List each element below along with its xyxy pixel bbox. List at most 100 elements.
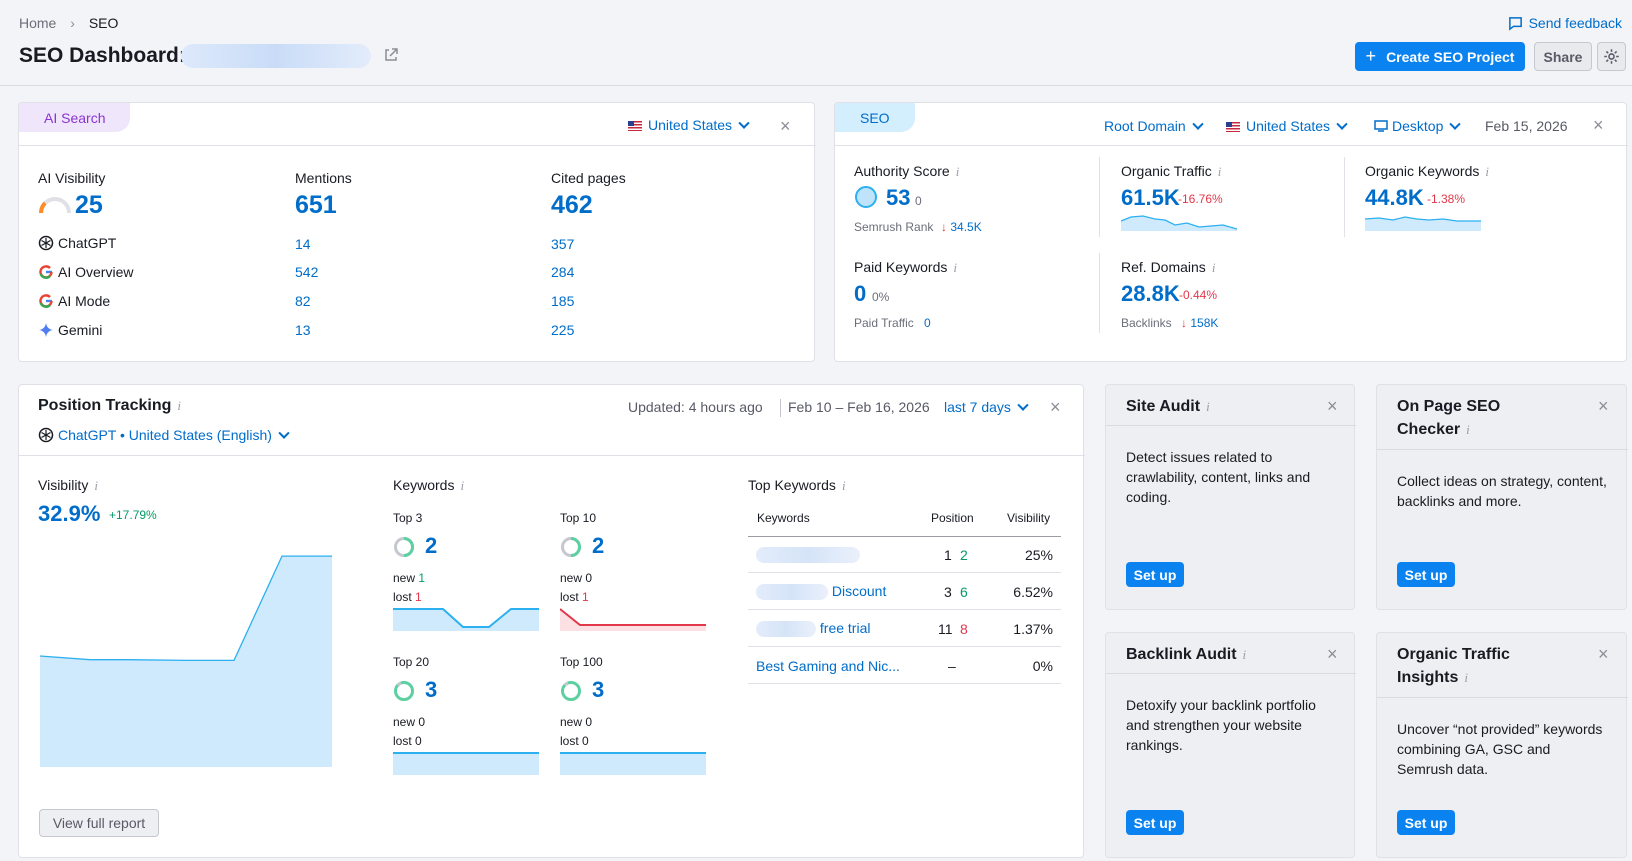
country-selector[interactable]: United States — [628, 117, 750, 133]
paid-keywords-delta: 0% — [872, 290, 890, 304]
country-selector[interactable]: United States — [1226, 118, 1348, 134]
organic-traffic-value[interactable]: 61.5K — [1121, 185, 1180, 210]
top20-lost: lost 0 — [393, 734, 422, 748]
top100-sparkline — [560, 752, 706, 775]
tab-ai-search[interactable]: AI Search — [19, 103, 131, 132]
info-icon[interactable]: i — [1206, 399, 1210, 414]
ai-row-cited[interactable]: 357 — [551, 236, 575, 252]
authority-score-value[interactable]: 53 — [886, 185, 911, 210]
divider — [1344, 157, 1345, 237]
keyword-visibility: 6.52% — [1013, 584, 1053, 600]
top20-value[interactable]: 3 — [425, 677, 438, 702]
close-icon[interactable]: × — [1327, 396, 1338, 416]
period-selector[interactable]: last 7 days — [944, 399, 1029, 415]
keyword-link[interactable]: free trial — [819, 620, 871, 636]
breadcrumb-home[interactable]: Home — [19, 15, 57, 31]
close-icon[interactable]: × — [780, 116, 791, 136]
visibility-value[interactable]: 32.9% — [38, 501, 101, 526]
top20-new: new 0 — [393, 715, 426, 729]
top10-value[interactable]: 2 — [592, 533, 605, 558]
ai-row-mentions[interactable]: 82 — [295, 293, 311, 309]
table-row[interactable]: free trial 11 8 1.37% — [748, 611, 1061, 647]
breadcrumb: Home › SEO — [19, 15, 118, 31]
close-icon[interactable]: × — [1598, 396, 1609, 416]
col-position[interactable]: Position — [931, 511, 974, 525]
ai-row-mentions[interactable]: 14 — [295, 236, 311, 252]
chevron-down-icon — [1192, 118, 1204, 130]
external-link-icon[interactable] — [383, 47, 399, 63]
set-up-button[interactable]: Set up — [1397, 810, 1455, 835]
mentions-value[interactable]: 651 — [295, 191, 337, 219]
close-icon[interactable]: × — [1050, 397, 1061, 417]
cited-pages-value[interactable]: 462 — [551, 191, 593, 219]
paid-keywords-value[interactable]: 0 — [854, 281, 867, 306]
info-icon[interactable]: i — [955, 164, 960, 179]
ai-row-cited[interactable]: 284 — [551, 264, 575, 280]
ref-domains-value[interactable]: 28.8K — [1121, 281, 1180, 306]
organic-keywords-value[interactable]: 44.8K — [1365, 185, 1424, 210]
info-icon[interactable]: i — [1211, 260, 1216, 275]
info-icon[interactable]: i — [841, 478, 846, 493]
close-icon[interactable]: × — [1598, 644, 1609, 664]
info-icon[interactable]: i — [1242, 647, 1247, 662]
keyword-redacted — [756, 547, 860, 564]
device-selector[interactable]: Desktop — [1374, 118, 1462, 134]
col-visibility[interactable]: Visibility — [1007, 511, 1051, 525]
info-icon[interactable]: i — [177, 398, 181, 413]
ai-row-mentions[interactable]: 542 — [295, 264, 319, 280]
ai-row-cited[interactable]: 225 — [551, 322, 575, 338]
col-keywords[interactable]: Keywords — [757, 511, 810, 525]
create-seo-project-button[interactable]: + Create SEO Project — [1355, 42, 1525, 71]
chevron-down-icon — [738, 117, 750, 129]
settings-button[interactable] — [1597, 42, 1626, 71]
top100-value[interactable]: 3 — [592, 677, 605, 702]
country-label: United States — [648, 117, 733, 133]
top3-value[interactable]: 2 — [425, 533, 438, 558]
top10-new: new 0 — [560, 571, 593, 585]
updated-text: Updated: 4 hours ago — [628, 399, 763, 415]
paid-traffic-value[interactable]: 0 — [924, 316, 931, 330]
set-up-button[interactable]: Set up — [1126, 562, 1184, 587]
table-row[interactable]: Discount 3 6 6.52% — [748, 574, 1061, 610]
keyword-link[interactable]: Discount — [831, 583, 887, 599]
share-button[interactable]: Share — [1534, 42, 1592, 71]
root-domain-selector[interactable]: Root Domain — [1104, 118, 1204, 134]
mentions-label: Mentions — [295, 170, 352, 186]
send-feedback-link[interactable]: Send feedback — [1508, 15, 1622, 31]
divider — [1377, 697, 1628, 698]
visibility-line — [40, 555, 332, 662]
visibility-label: Visibility i — [38, 477, 98, 493]
close-icon[interactable]: × — [1593, 115, 1604, 135]
top20-sparkline — [393, 752, 539, 775]
chevron-down-icon — [1017, 399, 1029, 411]
info-icon[interactable]: i — [1464, 670, 1468, 685]
keyword-link[interactable]: Best Gaming and Nic... — [756, 658, 900, 674]
info-icon[interactable]: i — [460, 478, 465, 493]
tab-seo[interactable]: SEO — [835, 103, 915, 132]
info-icon[interactable]: i — [953, 260, 958, 275]
organic-keywords-label: Organic Keywords i — [1365, 163, 1490, 179]
donut-icon — [561, 537, 581, 557]
engine-label: ChatGPT • United States (English) — [58, 427, 272, 443]
close-icon[interactable]: × — [1327, 644, 1338, 664]
info-icon[interactable]: i — [1485, 164, 1490, 179]
top100-lost: lost 0 — [560, 734, 589, 748]
keyword-change: 2 — [960, 547, 968, 563]
divider — [19, 455, 1085, 456]
ai-row-mentions[interactable]: 13 — [295, 322, 311, 338]
info-icon[interactable]: i — [94, 478, 98, 493]
ai-row-cited[interactable]: 185 — [551, 293, 575, 309]
table-row[interactable]: Best Gaming and Nic... – 0% — [748, 648, 1061, 684]
set-up-button[interactable]: Set up — [1126, 810, 1184, 835]
visibility-delta: +17.79% — [109, 508, 157, 522]
info-icon[interactable]: i — [1217, 164, 1222, 179]
keyword-position: 1 — [944, 547, 952, 563]
engine-selector[interactable]: ChatGPT • United States (English) — [38, 427, 290, 443]
view-full-report-button[interactable]: View full report — [39, 809, 159, 837]
backlinks-value[interactable]: ↓ 158K — [1181, 316, 1219, 330]
semrush-rank-value[interactable]: ↓ 34.5K — [941, 220, 982, 234]
domain-name-redacted — [181, 44, 371, 68]
table-row[interactable]: 1 2 25% — [748, 537, 1061, 573]
set-up-button[interactable]: Set up — [1397, 562, 1455, 587]
info-icon[interactable]: i — [1466, 422, 1470, 437]
